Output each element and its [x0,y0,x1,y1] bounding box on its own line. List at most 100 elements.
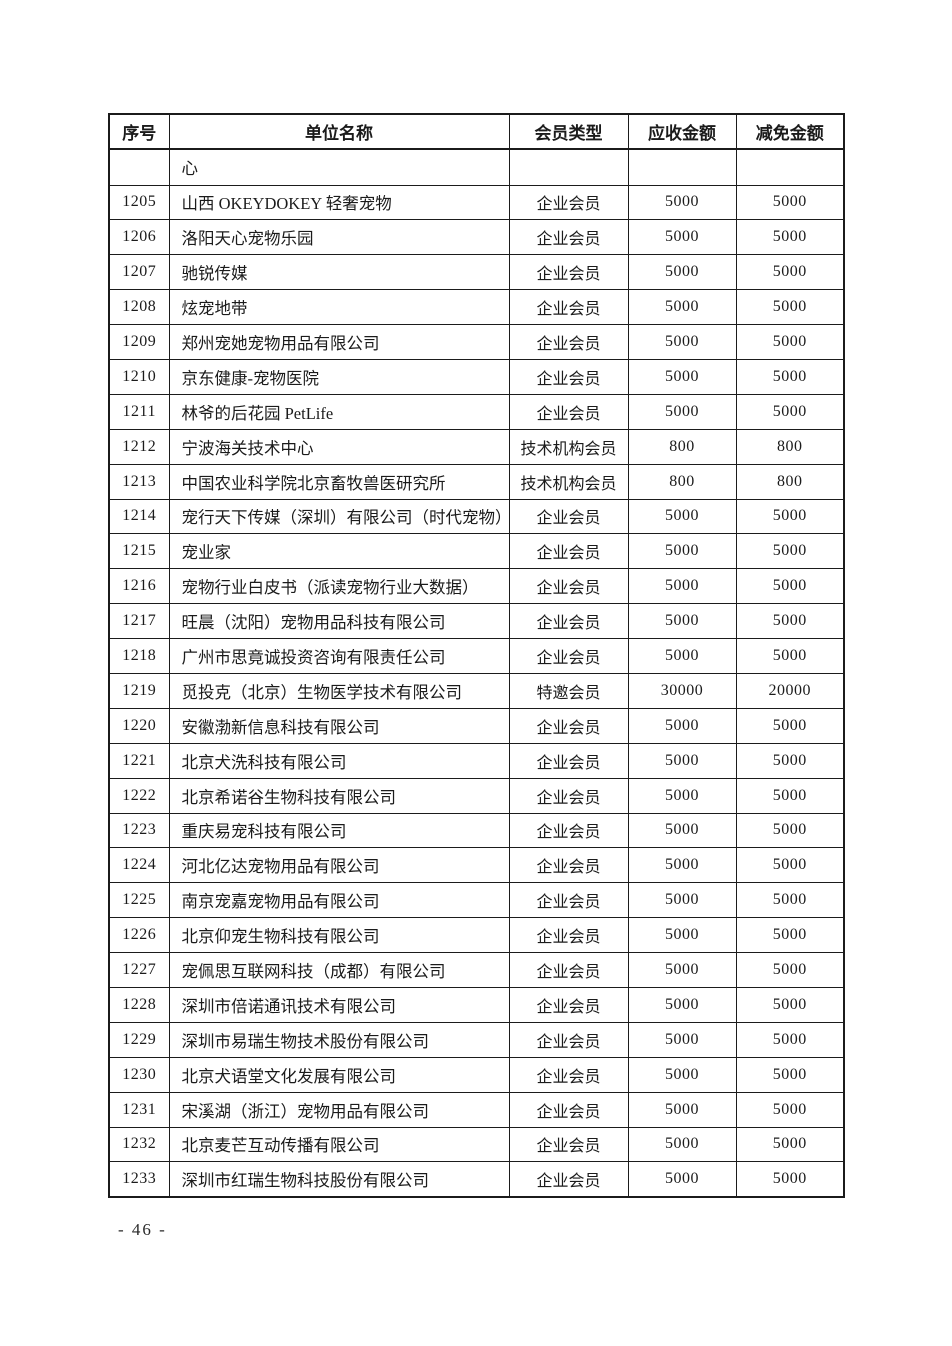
cell-reduction: 800 [735,463,845,500]
cell-reduction: 5000 [735,324,845,360]
table-row: 1210 京东健康-宠物医院 企业会员 5000 5000 [108,358,845,395]
cell-member-type: 企业会员 [508,324,629,360]
cell-receivable: 5000 [627,1126,737,1163]
cell-receivable: 5000 [627,184,737,221]
page-number: - 46 - [118,1220,167,1239]
cell-member-type: 企业会员 [508,1161,629,1198]
cell-member-type: 企业会员 [508,603,629,640]
cell-receivable: 5000 [627,707,737,744]
cell-index: 1216 [108,568,170,605]
cell-unit-name: 山西 OKEYDOKEY 轻奢宠物 [168,184,510,221]
cell-member-type: 企业会员 [508,917,629,954]
cell-index: 1218 [108,638,170,674]
cell-unit-name: 宠佩思互联网科技（成都）有限公司 [168,952,510,988]
cell-member-type: 技术机构会员 [508,428,629,465]
cell-receivable: 30000 [627,672,737,709]
table-row: 1208 炫宠地带 企业会员 5000 5000 [108,289,845,326]
cell-index: 1226 [108,917,170,954]
table-row: 1215 宠业家 企业会员 5000 5000 [108,533,845,570]
cell-member-type: 技术机构会员 [508,463,629,500]
cell-reduction: 800 [735,428,845,465]
cell-receivable: 5000 [627,777,737,814]
table-row: 1221 北京犬洗科技有限公司 企业会员 5000 5000 [108,742,845,779]
cell-index: 1232 [108,1126,170,1163]
cell-member-type: 企业会员 [508,847,629,884]
cell-reduction: 5000 [735,1091,845,1128]
cell-index: 1206 [108,219,170,256]
cell-index: 1212 [108,428,170,465]
table-row: 1229 深圳市易瑞生物技术股份有限公司 企业会员 5000 5000 [108,1021,845,1058]
table-row: 1205 山西 OKEYDOKEY 轻奢宠物 企业会员 5000 5000 [108,184,845,221]
cell-unit-name: 宠行天下传媒（深圳）有限公司（时代宠物） [168,498,510,535]
cell-member-type: 企业会员 [508,1091,629,1128]
cell-receivable: 5000 [627,533,737,570]
cell-unit-name: 深圳市易瑞生物技术股份有限公司 [168,1021,510,1058]
cell-unit-name: 重庆易宠科技有限公司 [168,812,510,849]
cell-member-type [508,148,629,186]
cell-reduction: 5000 [735,1161,845,1198]
table-row: 1217 旺晨（沈阳）宠物用品科技有限公司 企业会员 5000 5000 [108,603,845,640]
col-header-reduction-amount: 减免金额 [735,113,845,150]
cell-receivable: 800 [627,463,737,500]
cell-reduction: 5000 [735,847,845,884]
cell-index: 1230 [108,1056,170,1093]
table-row: 1212 宁波海关技术中心 技术机构会员 800 800 [108,428,845,465]
cell-member-type: 企业会员 [508,986,629,1023]
cell-index: 1223 [108,812,170,849]
cell-unit-name: 京东健康-宠物医院 [168,358,510,395]
cell-reduction: 5000 [735,184,845,221]
cell-reduction [735,148,845,186]
cell-unit-name: 南京宠嘉宠物用品有限公司 [168,882,510,919]
table-header-row: 序号 单位名称 会员类型 应收金额 减免金额 [108,113,845,150]
cell-unit-name: 心 [168,148,510,186]
cell-unit-name: 宠物行业白皮书（派读宠物行业大数据） [168,568,510,605]
cell-index: 1231 [108,1091,170,1128]
cell-receivable: 5000 [627,1056,737,1093]
cell-reduction: 5000 [735,952,845,988]
cell-reduction: 5000 [735,1056,845,1093]
cell-receivable: 5000 [627,289,737,326]
cell-receivable: 5000 [627,1091,737,1128]
cell-unit-name: 宋溪湖（浙江）宠物用品有限公司 [168,1091,510,1128]
cell-index: 1222 [108,777,170,814]
cell-receivable: 5000 [627,603,737,640]
cell-member-type: 企业会员 [508,1126,629,1163]
cell-unit-name: 宁波海关技术中心 [168,428,510,465]
cell-index [108,148,170,186]
cell-unit-name: 炫宠地带 [168,289,510,326]
cell-member-type: 企业会员 [508,393,629,430]
table-row: 1232 北京麦芒互动传播有限公司 企业会员 5000 5000 [108,1126,845,1163]
cell-reduction: 5000 [735,777,845,814]
cell-index: 1227 [108,952,170,988]
cell-unit-name: 北京麦芒互动传播有限公司 [168,1126,510,1163]
cell-reduction: 5000 [735,358,845,395]
cell-index: 1214 [108,498,170,535]
table-row: 1226 北京仰宠生物科技有限公司 企业会员 5000 5000 [108,917,845,954]
col-header-index: 序号 [108,113,170,150]
cell-unit-name: 深圳市红瑞生物科技股份有限公司 [168,1161,510,1198]
cell-member-type: 企业会员 [508,742,629,779]
cell-reduction: 20000 [735,672,845,709]
cell-receivable: 5000 [627,393,737,430]
cell-member-type: 企业会员 [508,533,629,570]
cell-reduction: 5000 [735,219,845,256]
cell-member-type: 企业会员 [508,882,629,919]
cell-receivable: 5000 [627,917,737,954]
cell-unit-name: 北京犬语堂文化发展有限公司 [168,1056,510,1093]
table-row: 1222 北京希诺谷生物科技有限公司 企业会员 5000 5000 [108,777,845,814]
cell-reduction: 5000 [735,393,845,430]
table-row: 1207 驰锐传媒 企业会员 5000 5000 [108,254,845,291]
cell-reduction: 5000 [735,707,845,744]
cell-receivable: 800 [627,428,737,465]
cell-member-type: 企业会员 [508,289,629,326]
cell-reduction: 5000 [735,1126,845,1163]
table-row: 1216 宠物行业白皮书（派读宠物行业大数据） 企业会员 5000 5000 [108,568,845,605]
cell-reduction: 5000 [735,533,845,570]
table-row: 1220 安徽渤新信息科技有限公司 企业会员 5000 5000 [108,707,845,744]
cell-index: 1209 [108,324,170,360]
table-row: 1219 觅投克（北京）生物医学技术有限公司 特邀会员 30000 20000 [108,672,845,709]
cell-index: 1233 [108,1161,170,1198]
cell-reduction: 5000 [735,812,845,849]
cell-index: 1228 [108,986,170,1023]
